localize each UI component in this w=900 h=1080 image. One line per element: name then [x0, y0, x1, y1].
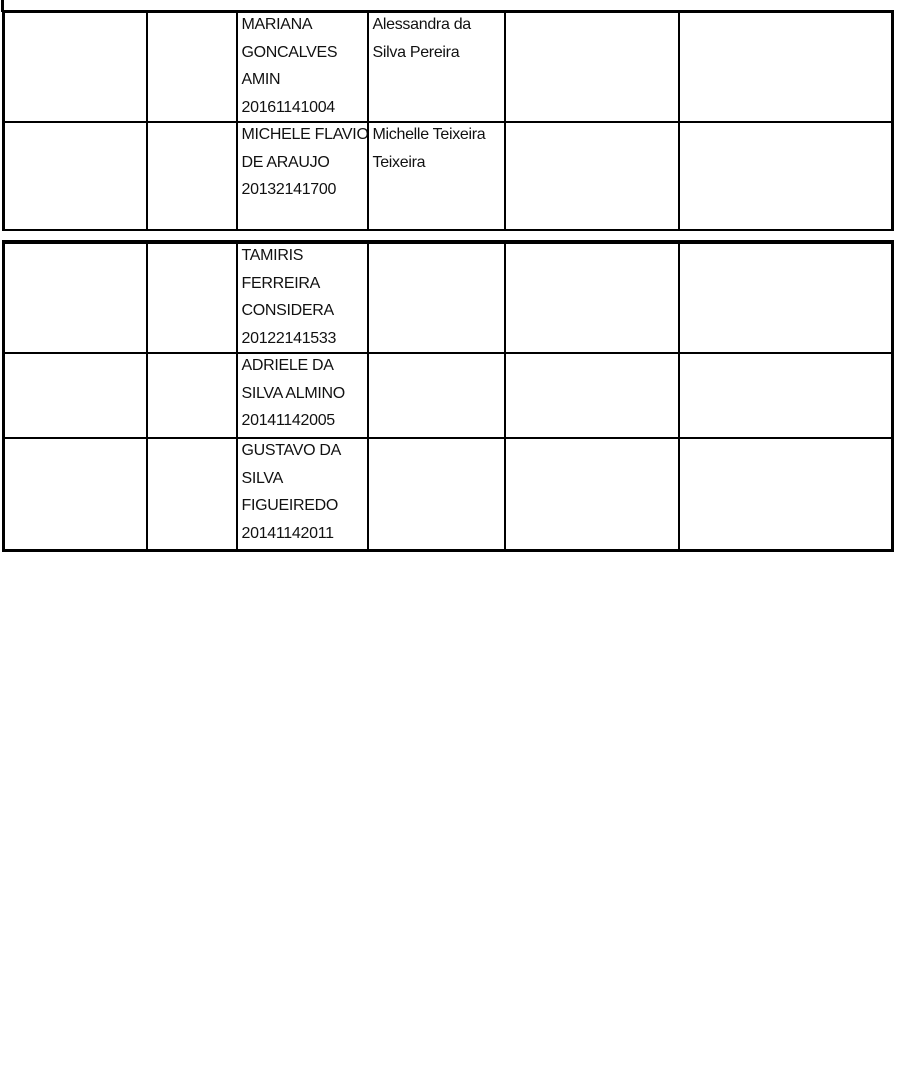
table-cell — [503, 352, 680, 439]
table-cell — [2, 10, 148, 123]
students-table-upper-segment: MARIANA GONCALVES AMIN 20161141004 Aless… — [2, 10, 894, 231]
second-name-cell — [366, 241, 506, 354]
student-name-id-cell: GUSTAVO DA SILVA FIGUEIREDO 20141142011 — [235, 437, 369, 551]
table-row: ADRIELE DA SILVA ALMINO 20141142005 — [2, 352, 894, 439]
student-name-id-cell: TAMIRIS FERREIRA CONSIDERA 20122141533 — [235, 241, 369, 354]
table-cell — [677, 121, 894, 231]
table-cell — [2, 241, 148, 354]
second-name-cell: Michelle Teixeira Teixeira — [366, 121, 506, 231]
table-cell — [677, 241, 894, 354]
table-cell — [2, 352, 148, 439]
table-left-border-stub — [1, 0, 4, 12]
students-table-lower-segment: TAMIRIS FERREIRA CONSIDERA 20122141533 A… — [2, 240, 894, 552]
table-cell — [503, 121, 680, 231]
student-name-id-cell: ADRIELE DA SILVA ALMINO 20141142005 — [235, 352, 369, 439]
table-row: MARIANA GONCALVES AMIN 20161141004 Aless… — [2, 10, 894, 123]
table-cell — [677, 10, 894, 123]
table-cell — [677, 437, 894, 551]
table-cell — [145, 352, 238, 439]
student-name-id-cell: MARIANA GONCALVES AMIN 20161141004 — [235, 10, 369, 123]
cell-text: MARIANA GONCALVES AMIN 20161141004 — [241, 16, 338, 116]
cell-text: Michelle Teixeira Teixeira — [372, 126, 486, 171]
table-cell — [2, 121, 148, 231]
student-name-id-cell: MICHELE FLAVIO DE ARAUJO 20132141700 — [235, 121, 369, 231]
table-cell — [677, 352, 894, 439]
cell-text: MICHELE FLAVIO DE ARAUJO 20132141700 — [241, 126, 368, 198]
table-cell — [145, 10, 238, 123]
second-name-cell — [366, 437, 506, 551]
table-row: GUSTAVO DA SILVA FIGUEIREDO 20141142011 — [2, 437, 894, 551]
table-cell — [503, 437, 680, 551]
table-cell — [503, 241, 680, 354]
cell-text: GUSTAVO DA SILVA FIGUEIREDO 20141142011 — [241, 442, 342, 542]
table-row: TAMIRIS FERREIRA CONSIDERA 20122141533 — [2, 241, 894, 354]
table-cell — [145, 121, 238, 231]
table-cell — [503, 10, 680, 123]
table-cell — [145, 241, 238, 354]
cell-text: ADRIELE DA SILVA ALMINO 20141142005 — [241, 357, 346, 429]
cell-text: Alessandra da Silva Pereira — [372, 16, 472, 61]
second-name-cell — [366, 352, 506, 439]
table-row: MICHELE FLAVIO DE ARAUJO 20132141700 Mic… — [2, 121, 894, 231]
table-cell — [145, 437, 238, 551]
table-cell — [2, 437, 148, 551]
second-name-cell: Alessandra da Silva Pereira — [366, 10, 506, 123]
cell-text: TAMIRIS FERREIRA CONSIDERA 20122141533 — [241, 247, 337, 347]
